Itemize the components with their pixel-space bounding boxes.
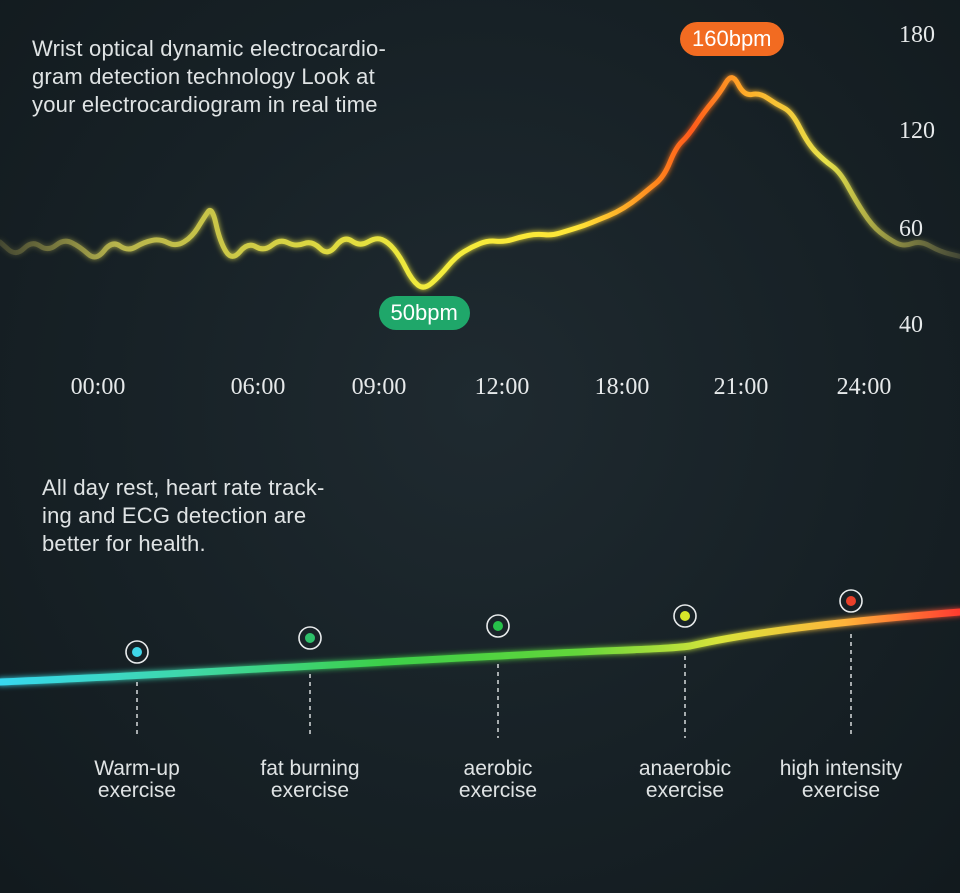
zone-marker-ring: [486, 614, 510, 638]
zone-marker-dot: [846, 596, 856, 606]
zone-label: high intensity exercise: [779, 757, 903, 802]
zone-marker-dot: [493, 621, 503, 631]
zone-marker-dot: [132, 647, 142, 657]
zone-marker-ring: [839, 589, 863, 613]
zone-marker-dot: [680, 611, 690, 621]
zone-label: Warm-up exercise: [94, 757, 180, 802]
zone-label: anaerobic exercise: [638, 757, 732, 802]
zone-marker-ring: [125, 640, 149, 664]
low-bpm-badge: 50bpm: [378, 296, 470, 330]
x-tick-label: 00:00: [70, 374, 126, 400]
x-tick-label: 09:00: [351, 374, 407, 400]
zone-marker-ring: [298, 626, 322, 650]
x-tick-label: 18:00: [594, 374, 650, 400]
heart-rate-line: [0, 75, 960, 290]
peak-bpm-badge: 160bpm: [680, 22, 784, 56]
zone-marker-ring: [673, 604, 697, 628]
y-tick-label: 120: [899, 118, 935, 144]
intensity-curve: [0, 608, 960, 686]
zone-label: fat burning exercise: [260, 757, 360, 802]
x-tick-label: 12:00: [474, 374, 530, 400]
zone-marker-dot: [305, 633, 315, 643]
x-tick-label: 24:00: [836, 374, 892, 400]
y-tick-label: 180: [899, 22, 935, 48]
x-tick-label: 21:00: [713, 374, 769, 400]
zone-label: aerobic exercise: [458, 757, 538, 802]
ecg-description: Wrist optical dynamic electrocardio- gra…: [32, 36, 387, 117]
health-description: All day rest, heart rate track- ing and …: [42, 475, 325, 556]
y-tick-label: 40: [899, 312, 923, 338]
y-tick-label: 60: [899, 216, 923, 242]
x-tick-label: 06:00: [230, 374, 286, 400]
